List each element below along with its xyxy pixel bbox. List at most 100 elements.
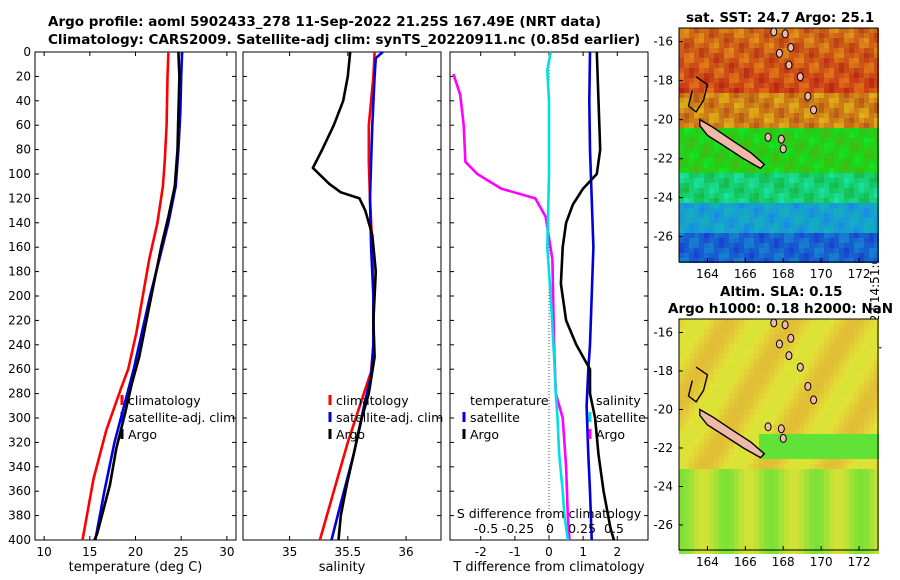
heatmap-cell (774, 63, 779, 68)
heatmap-cell (824, 364, 829, 369)
heatmap-cell (709, 73, 714, 78)
heatmap-cell (769, 339, 774, 344)
heatmap-cell (749, 68, 754, 73)
heatmap-cell (799, 514, 804, 519)
heatmap-cell (874, 359, 879, 364)
heatmap-cell (869, 384, 874, 389)
heatmap-cell (729, 243, 734, 248)
heatmap-cell (784, 163, 789, 168)
legend-label-argo-left: Argo (470, 427, 499, 442)
heatmap-cell (709, 168, 714, 173)
heatmap-cell (834, 489, 839, 494)
heatmap-cell (729, 48, 734, 53)
x-tick-label: 1 (579, 545, 587, 559)
heatmap-cell (739, 464, 744, 469)
map-y-tick-label: -16 (653, 325, 673, 339)
heatmap-cell (709, 354, 714, 359)
heatmap-cell (849, 58, 854, 63)
heatmap-cell (874, 539, 879, 544)
heatmap-cell (704, 359, 709, 364)
heatmap-cell (814, 519, 819, 524)
heatmap-cell (739, 208, 744, 213)
heatmap-cell (824, 349, 829, 354)
heatmap-cell (804, 128, 809, 133)
map-x-tick-label: 166 (734, 267, 757, 281)
heatmap-cell (719, 339, 724, 344)
heatmap-cell (769, 334, 774, 339)
heatmap-cell (859, 329, 864, 334)
heatmap-cell (739, 529, 744, 534)
heatmap-cell (774, 118, 779, 123)
heatmap-cell (774, 138, 779, 143)
heatmap-cell (769, 103, 774, 108)
heatmap-cell (739, 138, 744, 143)
sst-map-islet (775, 48, 783, 58)
heatmap-cell (769, 83, 774, 88)
heatmap-cell (739, 409, 744, 414)
heatmap-cell (799, 374, 804, 379)
heatmap-cell (844, 404, 849, 409)
heatmap-cell (704, 48, 709, 53)
heatmap-cell (834, 78, 839, 83)
heatmap-cell (719, 178, 724, 183)
heatmap-cell (854, 364, 859, 369)
heatmap-cell (729, 524, 734, 529)
heatmap-cell (734, 514, 739, 519)
heatmap-cell (744, 208, 749, 213)
heatmap-cell (764, 253, 769, 258)
heatmap-cell (679, 218, 684, 223)
heatmap-cell (789, 118, 794, 123)
heatmap-cell (764, 549, 769, 554)
heatmap-cell (779, 178, 784, 183)
heatmap-cell (774, 253, 779, 258)
heatmap-cell (704, 344, 709, 349)
x-tick-label: 10 (36, 545, 51, 559)
heatmap-cell (859, 319, 864, 324)
heatmap-cell (854, 233, 859, 238)
heatmap-cell (869, 434, 874, 439)
heatmap-cell (854, 489, 859, 494)
heatmap-cell (804, 539, 809, 544)
heatmap-cell (689, 319, 694, 324)
heatmap-cell (869, 514, 874, 519)
heatmap-cell (789, 464, 794, 469)
heatmap-cell (739, 243, 744, 248)
heatmap-cell (859, 143, 864, 148)
heatmap-cell (739, 404, 744, 409)
heatmap-cell (864, 138, 869, 143)
heatmap-cell (739, 519, 744, 524)
heatmap-cell (844, 128, 849, 133)
heatmap-cell (749, 133, 754, 138)
heatmap-cell (784, 389, 789, 394)
heatmap-cell (839, 148, 844, 153)
heatmap-cell (859, 43, 864, 48)
heatmap-cell (769, 414, 774, 419)
heatmap-cell (769, 544, 774, 549)
heatmap-cell (774, 83, 779, 88)
heatmap-cell (764, 128, 769, 133)
heatmap-cell (844, 93, 849, 98)
heatmap-cell (724, 374, 729, 379)
legend-salinity-heading: salinity (596, 393, 641, 408)
heatmap-cell (679, 354, 684, 359)
heatmap-cell (819, 319, 824, 324)
heatmap-cell (799, 63, 804, 68)
heatmap-cell (874, 424, 879, 429)
heatmap-cell (859, 83, 864, 88)
heatmap-cell (689, 484, 694, 489)
heatmap-cell (744, 143, 749, 148)
heatmap-cell (729, 384, 734, 389)
heatmap-cell (744, 223, 749, 228)
panel-frame-temperature (34, 51, 237, 541)
heatmap-cell (814, 339, 819, 344)
heatmap-cell (734, 539, 739, 544)
heatmap-cell (829, 329, 834, 334)
heatmap-cell (709, 228, 714, 233)
heatmap-cell (734, 469, 739, 474)
heatmap-cell (679, 88, 684, 93)
heatmap-cell (719, 118, 724, 123)
heatmap-cell (704, 68, 709, 73)
heatmap-cell (854, 28, 859, 33)
heatmap-cell (864, 414, 869, 419)
heatmap-cell (764, 539, 769, 544)
